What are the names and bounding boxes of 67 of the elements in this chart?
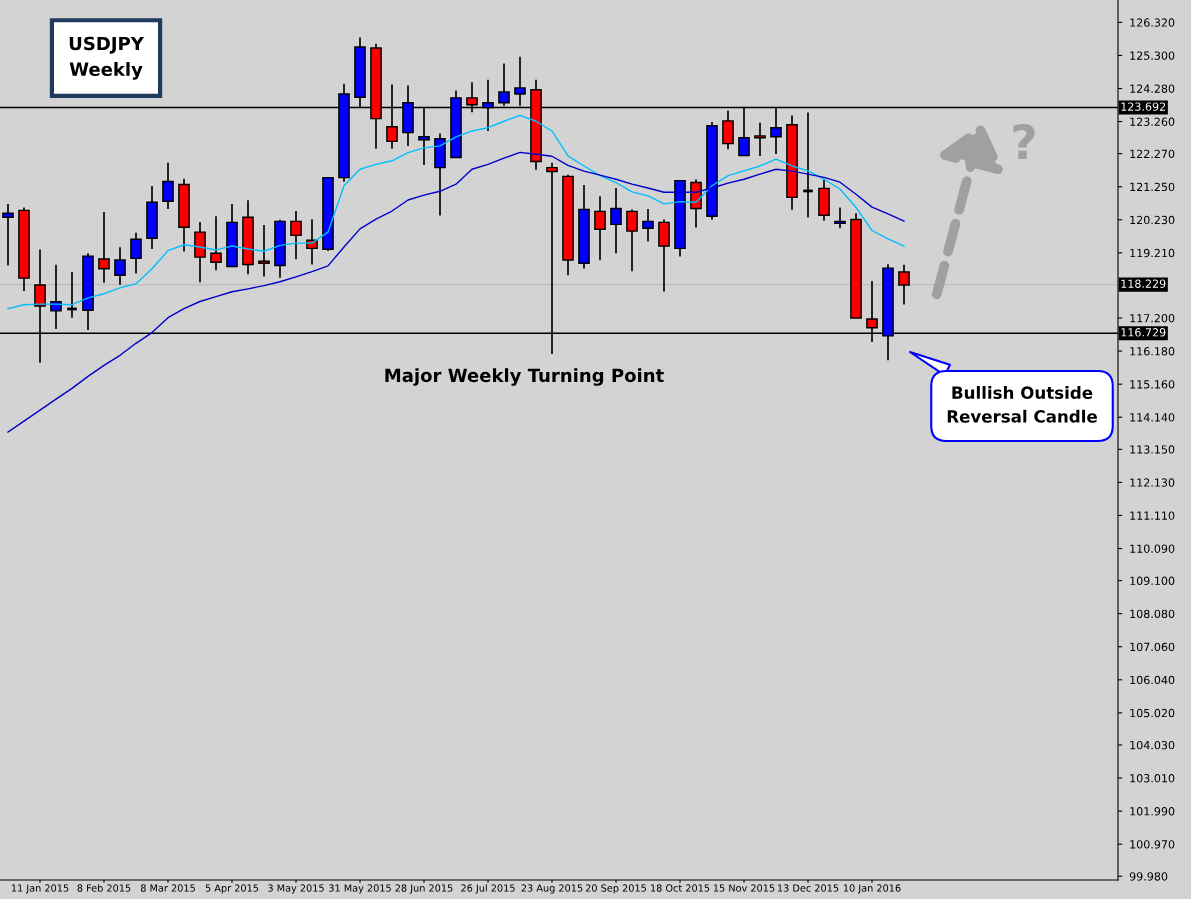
y-tick-label: 125.300 bbox=[1130, 51, 1175, 60]
y-tick-label: 116.180 bbox=[1130, 347, 1175, 356]
candlestick bbox=[130, 231, 142, 275]
y-tick-label: 115.160 bbox=[1130, 380, 1175, 389]
y-tick-label: 108.080 bbox=[1130, 609, 1175, 619]
y-tick-label: 114.140 bbox=[1130, 413, 1175, 422]
candlestick bbox=[610, 187, 622, 255]
y-tick-label: 101.990 bbox=[1130, 807, 1175, 816]
x-tick-label: 28 Jun 2015 bbox=[395, 884, 453, 894]
x-tick-label: 26 Jul 2015 bbox=[461, 884, 515, 894]
candlestick bbox=[98, 211, 110, 284]
candlestick bbox=[2, 203, 14, 267]
text: Bullish Outside Reversal Candle bbox=[947, 386, 1097, 423]
y-tick-label: 113.150 bbox=[1130, 445, 1175, 454]
candlestick bbox=[290, 210, 302, 261]
text: Weekly bbox=[69, 62, 143, 80]
candlestick bbox=[898, 264, 910, 306]
x-tick-label: 3 May 2015 bbox=[268, 884, 324, 894]
text: USDJPY bbox=[69, 36, 145, 54]
candlestick bbox=[642, 208, 654, 243]
candlestick bbox=[754, 122, 766, 157]
y-tick-label: 99.980 bbox=[1129, 872, 1168, 881]
x-tick-label: 8 Mar 2015 bbox=[140, 884, 195, 892]
y-tick-label: 117.200 bbox=[1130, 314, 1175, 323]
y-tick-label: 111.110 bbox=[1130, 511, 1175, 520]
y-tick-label: 103.010 bbox=[1130, 774, 1175, 783]
x-tick-label: 10 Jan 2016 bbox=[843, 884, 901, 894]
x-tick-label: 15 Nov 2015 bbox=[713, 884, 775, 892]
y-tick-label: 109.100 bbox=[1130, 576, 1175, 585]
x-tick-label: 11 Jan 2015 bbox=[11, 884, 69, 894]
x-tick-label: 23 Aug 2015 bbox=[521, 884, 583, 894]
candlestick bbox=[722, 109, 734, 150]
y-tick-label: 110.090 bbox=[1130, 544, 1175, 553]
y-tick-label: 104.030 bbox=[1130, 740, 1175, 750]
y-tick-label: 100.970 bbox=[1130, 840, 1175, 849]
x-tick-label: 18 Oct 2015 bbox=[651, 884, 710, 892]
y-tick-label: 112.130 bbox=[1130, 478, 1175, 487]
y-tick-label: 126.320 bbox=[1130, 18, 1175, 27]
x-tick-label: 31 May 2015 bbox=[329, 884, 391, 894]
ref-line-label: 123.692 bbox=[1121, 102, 1166, 111]
text: ? bbox=[1013, 123, 1035, 160]
line-series bbox=[7, 151, 905, 433]
line-series bbox=[7, 114, 905, 310]
y-tick-label: 105.020 bbox=[1130, 708, 1175, 718]
y-tick-label: 121.250 bbox=[1130, 182, 1175, 192]
y-tick-label: 122.270 bbox=[1130, 149, 1175, 159]
y-tick-label: 123.260 bbox=[1130, 117, 1175, 126]
x-tick-label: 8 Feb 2015 bbox=[77, 884, 131, 892]
candlestick bbox=[210, 215, 222, 272]
x-tick-label: 5 Apr 2015 bbox=[205, 884, 259, 894]
ref-line-label: 118.229 bbox=[1121, 279, 1166, 288]
y-tick-label: 106.040 bbox=[1130, 675, 1175, 685]
candlestick bbox=[658, 218, 670, 293]
y-tick-label: 107.060 bbox=[1130, 642, 1175, 652]
y-tick-label: 120.230 bbox=[1130, 215, 1175, 225]
y-tick-label: 124.280 bbox=[1130, 84, 1175, 93]
candlestick bbox=[258, 224, 270, 278]
y-tick-label: 119.210 bbox=[1130, 248, 1175, 258]
candlestick bbox=[626, 208, 638, 273]
candlestick bbox=[114, 246, 126, 286]
x-tick-label: 20 Sep 2015 bbox=[585, 884, 646, 894]
candlestick bbox=[834, 206, 846, 230]
candlestick bbox=[594, 195, 606, 262]
ref-line-label: 116.729 bbox=[1121, 328, 1166, 337]
candlestick bbox=[162, 161, 174, 210]
annotation: Major Weekly Turning Point bbox=[385, 368, 664, 386]
x-tick-label: 13 Dec 2015 bbox=[778, 884, 839, 892]
